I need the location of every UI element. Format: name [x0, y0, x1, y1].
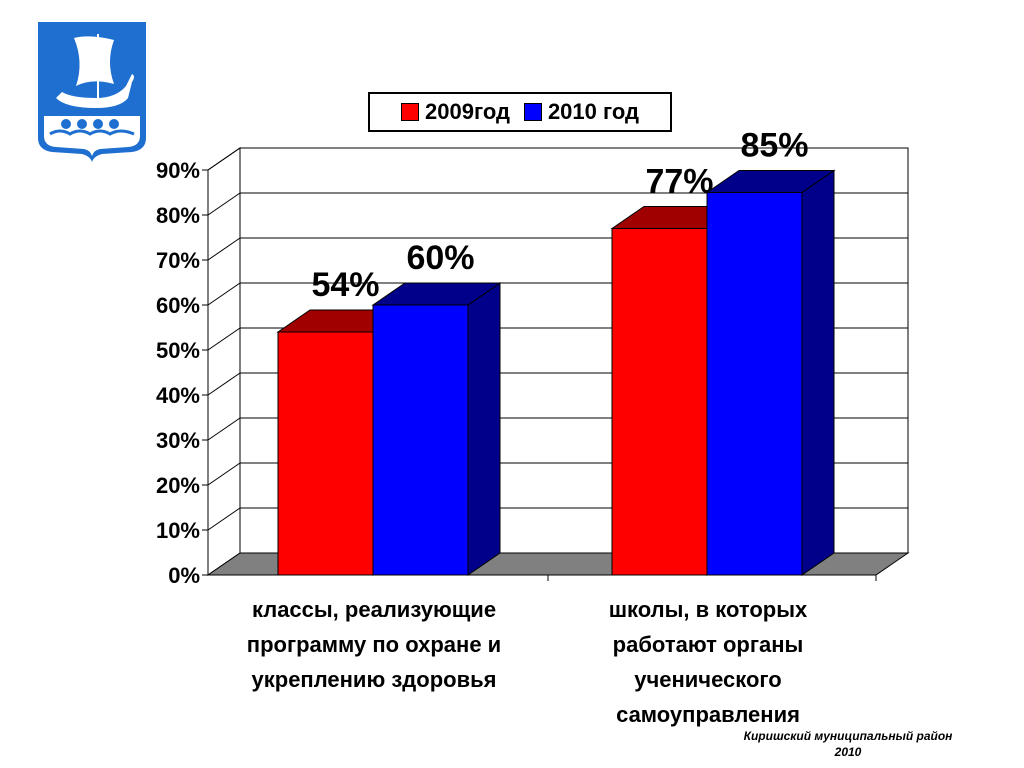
- category-label-self-government: школы, в которых работают органы учениче…: [528, 592, 888, 732]
- y-tick-label: 40%: [156, 383, 200, 408]
- gridline-side: [207, 147, 241, 171]
- footer-line-1: Киришский муниципальный район: [743, 729, 953, 743]
- gridline-side: [207, 417, 241, 441]
- category-label-line: программу по охране и: [246, 632, 502, 657]
- gridline-side: [207, 507, 241, 531]
- bar: [706, 192, 803, 576]
- legend-label-2009: 2009год: [425, 99, 510, 124]
- category-label-line: школы, в которых: [608, 597, 808, 622]
- data-label: 77%: [645, 163, 713, 201]
- category-label-line: укреплению здоровья: [251, 667, 497, 692]
- category-label-line: ученического: [634, 667, 782, 692]
- y-tick-label: 70%: [156, 248, 200, 273]
- y-tick-label: 10%: [156, 518, 200, 543]
- footer-line-2: 2010: [834, 745, 862, 759]
- data-label: 60%: [406, 239, 474, 277]
- gridline-side: [207, 192, 241, 216]
- gridline-side: [207, 327, 241, 351]
- bar-side: [467, 282, 501, 576]
- gridline-side: [207, 282, 241, 306]
- y-tick-label: 50%: [156, 338, 200, 363]
- ship-emblem-icon: [38, 22, 146, 162]
- y-tick-label: 80%: [156, 203, 200, 228]
- category-label-line: самоуправления: [616, 702, 800, 727]
- bar: [277, 331, 374, 576]
- footer-caption: Киришский муниципальный район 2010: [698, 728, 998, 760]
- category-label-health: классы, реализующие программу по охране …: [194, 592, 554, 697]
- chart-legend: 2009год 2010 год: [368, 92, 672, 132]
- bar: [611, 228, 708, 576]
- legend-label-2010: 2010 год: [547, 99, 639, 124]
- legend-swatch-2009: [401, 103, 419, 121]
- data-label: 85%: [740, 127, 808, 165]
- y-tick-label: 60%: [156, 293, 200, 318]
- data-label: 54%: [311, 266, 379, 304]
- y-tick-label: 90%: [156, 158, 200, 183]
- y-tick-label: 30%: [156, 428, 200, 453]
- y-tick-label: 0%: [168, 563, 200, 588]
- bar-side: [801, 169, 835, 576]
- category-label-line: классы, реализующие: [251, 597, 497, 622]
- gridline-side: [207, 372, 241, 396]
- gridline-side: [207, 462, 241, 486]
- gridline-side: [207, 237, 241, 261]
- y-tick-label: 20%: [156, 473, 200, 498]
- legend-item-2010: 2010 год: [523, 99, 639, 125]
- bar: [372, 304, 469, 576]
- legend-item-2009: 2009год: [401, 99, 510, 125]
- category-label-line: работают органы: [612, 632, 804, 657]
- legend-swatch-2010: [523, 103, 542, 121]
